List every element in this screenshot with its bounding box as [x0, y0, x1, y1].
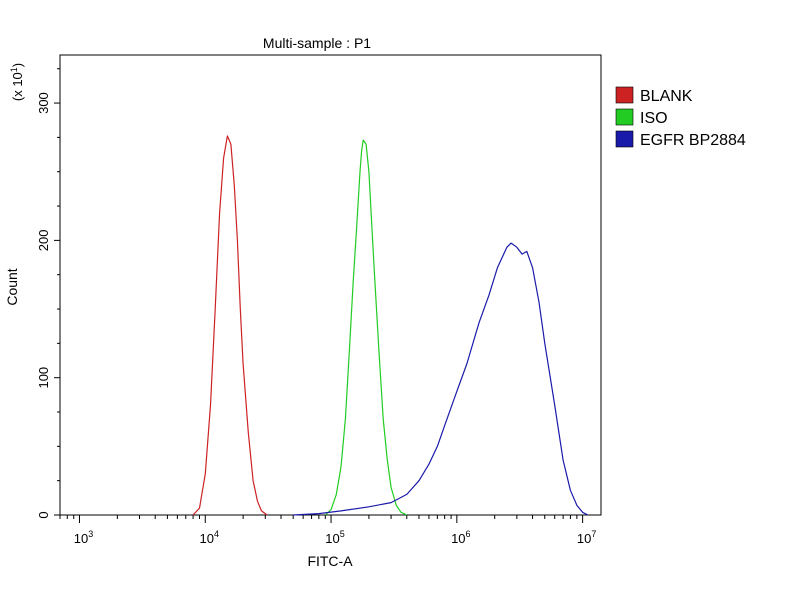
legend-swatch	[615, 86, 634, 104]
y-tick-label: 100	[36, 367, 51, 389]
x-tick-label: 103	[74, 529, 93, 546]
y-axis-multiplier: (x 101)	[9, 63, 25, 101]
legend-label: ISO	[640, 110, 668, 127]
y-tick-label: 200	[36, 230, 51, 252]
series-line-egfr-bp2884	[293, 242, 589, 516]
x-tick-label: 105	[325, 529, 344, 546]
y-axis-label: Count	[4, 268, 20, 305]
histogram-series	[192, 135, 589, 516]
x-axis-ticks: 103 104 105 106 107	[59, 515, 596, 546]
legend-swatch	[615, 130, 634, 148]
y-tick-label: 300	[36, 92, 51, 114]
y-tick-label: 0	[36, 511, 51, 518]
legend: BLANK ISO EGFR BP2884	[615, 86, 746, 149]
y-axis-ticks: 0 100 200 300	[36, 68, 60, 519]
legend-swatch	[615, 108, 634, 126]
series-line-blank	[192, 135, 268, 516]
x-tick-label: 104	[200, 529, 219, 546]
chart-title: Multi-sample : P1	[263, 35, 371, 51]
plot-frame	[59, 54, 602, 516]
legend-label: EGFR BP2884	[640, 132, 746, 149]
x-axis-label: FITC-A	[307, 553, 353, 569]
x-tick-label: 107	[577, 529, 596, 546]
x-tick-label: 106	[451, 529, 470, 546]
series-line-iso	[324, 139, 408, 516]
legend-label: BLANK	[640, 88, 693, 105]
